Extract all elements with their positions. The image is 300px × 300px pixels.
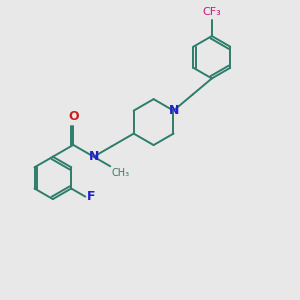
Text: O: O (68, 110, 79, 123)
Text: CF₃: CF₃ (202, 8, 221, 17)
Text: F: F (87, 190, 96, 203)
Text: N: N (88, 150, 99, 163)
Text: N: N (169, 104, 180, 117)
Text: CH₃: CH₃ (112, 168, 130, 178)
